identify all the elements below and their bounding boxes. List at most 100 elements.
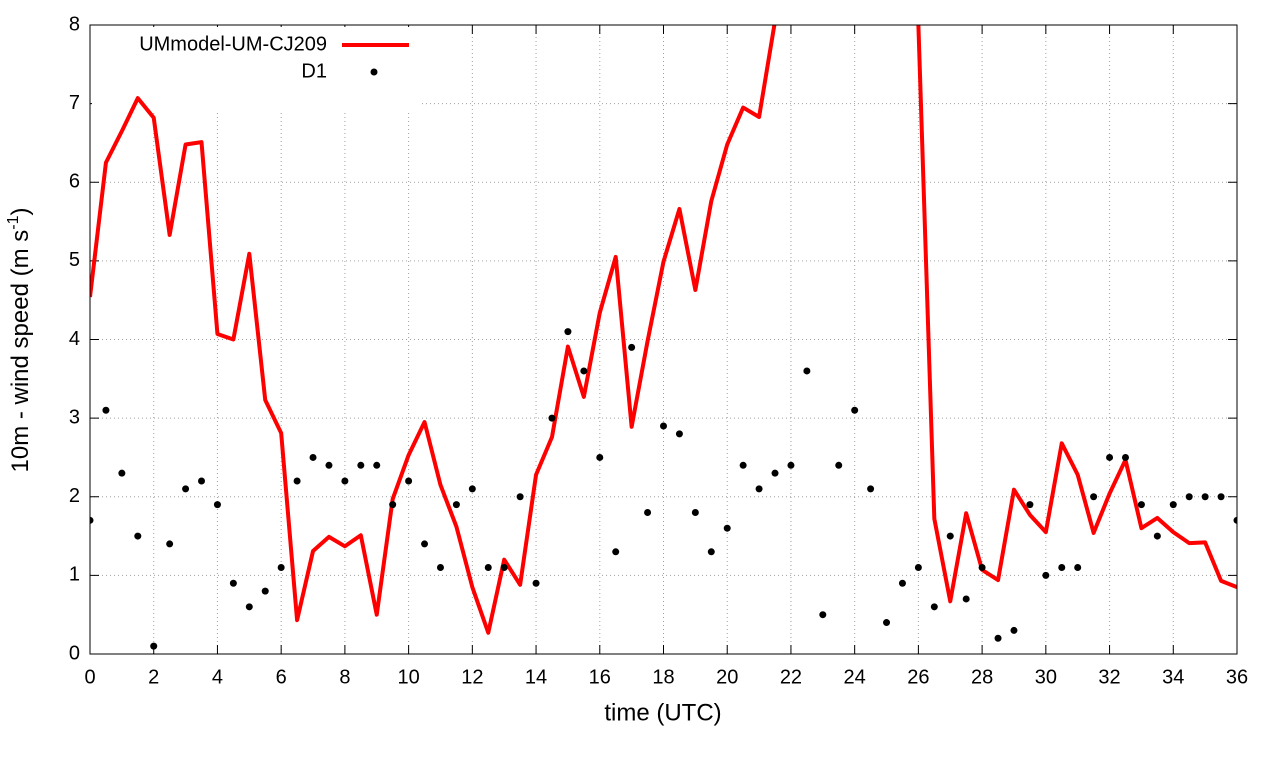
x-tick-label: 28 bbox=[971, 666, 993, 688]
x-tick-label: 4 bbox=[212, 666, 223, 688]
y-tick-label: 1 bbox=[69, 564, 80, 586]
data-point bbox=[452, 501, 460, 509]
data-point bbox=[500, 564, 508, 572]
data-point bbox=[898, 579, 906, 587]
data-point bbox=[90, 516, 94, 524]
data-point bbox=[978, 564, 986, 572]
y-tick-label: 4 bbox=[69, 328, 80, 350]
x-tick-label: 10 bbox=[397, 666, 419, 688]
x-tick-label: 6 bbox=[276, 666, 287, 688]
data-point bbox=[851, 406, 859, 414]
x-tick-label: 16 bbox=[589, 666, 611, 688]
data-point bbox=[484, 564, 492, 572]
data-point bbox=[1042, 571, 1050, 579]
data-point bbox=[516, 493, 524, 501]
x-tick-label: 8 bbox=[339, 666, 350, 688]
data-point bbox=[261, 587, 269, 595]
data-point bbox=[118, 469, 126, 477]
data-point bbox=[787, 461, 795, 469]
x-tick-label: 24 bbox=[844, 666, 866, 688]
x-tick-label: 30 bbox=[1035, 666, 1057, 688]
data-point bbox=[1137, 501, 1145, 509]
data-point bbox=[707, 548, 715, 556]
data-point bbox=[436, 564, 444, 572]
data-point bbox=[1106, 453, 1114, 461]
data-point bbox=[1058, 564, 1066, 572]
legend-box bbox=[92, 27, 420, 111]
data-point bbox=[389, 501, 397, 509]
data-point bbox=[134, 532, 142, 540]
data-point bbox=[946, 532, 954, 540]
data-point bbox=[723, 524, 731, 532]
plot-border bbox=[89, 24, 1238, 655]
data-point bbox=[309, 453, 317, 461]
data-point bbox=[1090, 493, 1098, 501]
x-tick-label: 26 bbox=[907, 666, 929, 688]
data-point bbox=[245, 603, 253, 611]
y-axis-label-end: ) bbox=[7, 208, 34, 216]
data-point bbox=[803, 367, 811, 375]
data-point bbox=[1121, 453, 1129, 461]
data-point bbox=[357, 461, 365, 469]
data-point bbox=[182, 485, 190, 493]
data-point bbox=[596, 453, 604, 461]
legend-label: D1 bbox=[301, 60, 327, 82]
data-point bbox=[532, 579, 540, 587]
data-point bbox=[1074, 564, 1082, 572]
legend-swatch bbox=[370, 68, 378, 76]
data-point bbox=[691, 508, 699, 516]
y-tick-label: 3 bbox=[69, 406, 80, 428]
data-line bbox=[90, 25, 1237, 635]
data-point bbox=[150, 642, 158, 650]
x-tick-label: 20 bbox=[716, 666, 738, 688]
data-point bbox=[548, 414, 556, 422]
y-tick-label: 8 bbox=[69, 13, 80, 35]
data-point bbox=[325, 461, 333, 469]
data-point bbox=[421, 540, 429, 548]
y-axis-label: 10m - wind speed (m s-1) bbox=[5, 208, 34, 473]
data-point bbox=[166, 540, 174, 548]
data-point bbox=[914, 564, 922, 572]
x-tick-label: 34 bbox=[1162, 666, 1184, 688]
data-point bbox=[675, 430, 683, 438]
data-point bbox=[580, 367, 588, 375]
data-point bbox=[1233, 516, 1237, 524]
data-point bbox=[739, 461, 747, 469]
data-point bbox=[1185, 493, 1193, 501]
y-axis-label-sup: -1 bbox=[5, 215, 22, 229]
x-tick-label: 18 bbox=[652, 666, 674, 688]
data-point bbox=[1169, 501, 1177, 509]
x-tick-label: 2 bbox=[148, 666, 159, 688]
y-tick-label: 5 bbox=[69, 249, 80, 271]
data-point bbox=[198, 477, 206, 485]
data-point bbox=[835, 461, 843, 469]
data-point bbox=[1201, 493, 1209, 501]
y-axis-label-text: 10m - wind speed (m s bbox=[7, 230, 34, 473]
data-point bbox=[819, 611, 827, 619]
x-tick-label: 32 bbox=[1098, 666, 1120, 688]
y-tick-label: 2 bbox=[69, 485, 80, 507]
data-point bbox=[341, 477, 349, 485]
data-point bbox=[867, 485, 875, 493]
data-point bbox=[373, 461, 381, 469]
data-point bbox=[994, 634, 1002, 642]
data-point bbox=[612, 548, 620, 556]
data-point bbox=[962, 595, 970, 603]
data-point bbox=[660, 422, 667, 430]
y-tick-label: 7 bbox=[69, 92, 80, 114]
data-point bbox=[1153, 532, 1161, 540]
data-point bbox=[883, 619, 891, 627]
data-point bbox=[102, 406, 110, 414]
y-tick-label: 0 bbox=[69, 642, 80, 664]
x-tick-label: 12 bbox=[461, 666, 483, 688]
data-point bbox=[628, 343, 636, 351]
legend-label: UMmodel-UM-CJ209 bbox=[139, 33, 327, 55]
data-point bbox=[1026, 501, 1034, 509]
data-point bbox=[564, 328, 572, 336]
data-point bbox=[1010, 626, 1018, 634]
data-point bbox=[771, 469, 779, 477]
x-tick-label: 14 bbox=[525, 666, 547, 688]
x-tick-label: 36 bbox=[1226, 666, 1248, 688]
data-point bbox=[277, 564, 285, 572]
